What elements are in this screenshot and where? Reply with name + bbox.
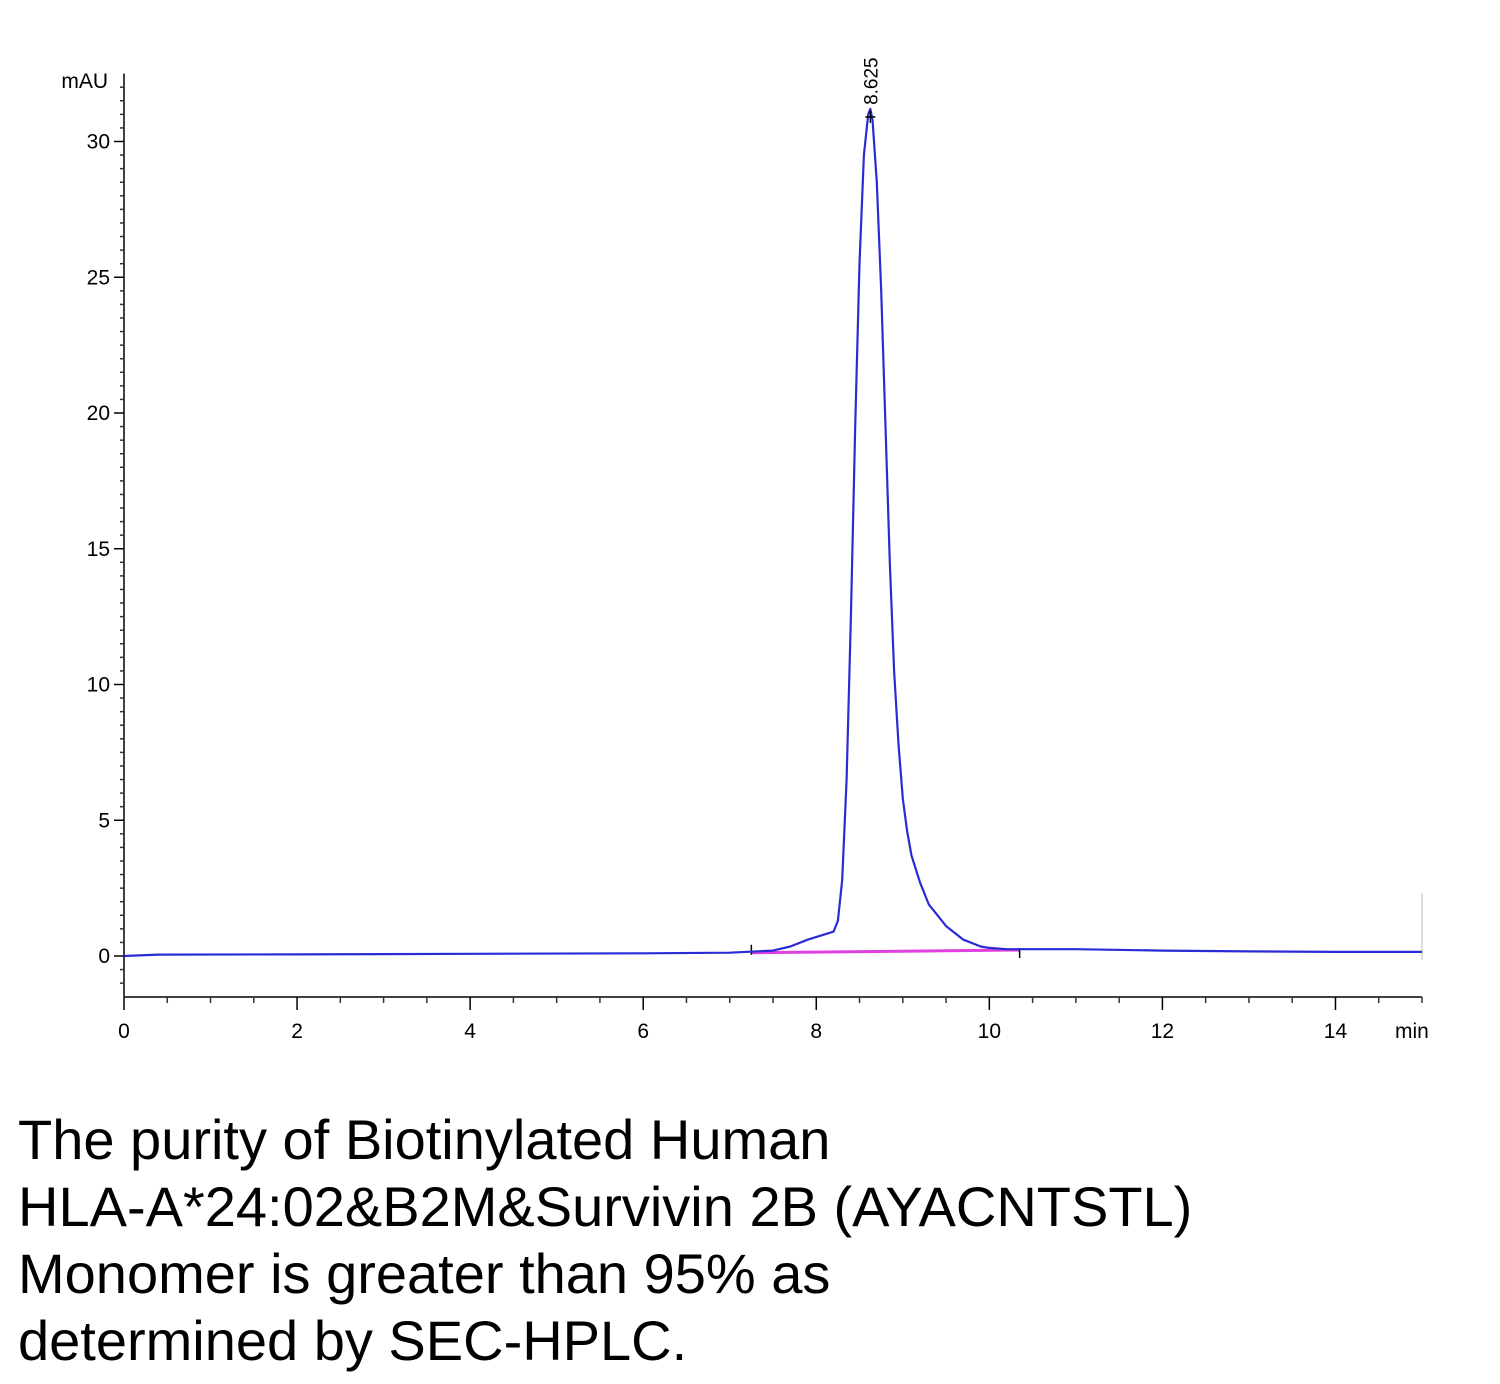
figure-caption: The purity of Biotinylated Human HLA-A*2… [18, 1106, 1478, 1374]
y-tick-label: 0 [98, 945, 110, 968]
x-tick-label: 10 [978, 1020, 1001, 1043]
x-tick-label: 14 [1324, 1020, 1348, 1043]
integration-baseline [751, 948, 1020, 955]
y-tick-label: 5 [98, 809, 110, 832]
plot-area: 8.625 [123, 57, 1423, 960]
x-axis: 0 2 4 6 8 10 12 14 [118, 996, 1423, 1043]
x-tick-label: 4 [464, 1020, 476, 1043]
caption-line-3: Monomer is greater than 95% as [18, 1242, 831, 1305]
caption-line-1: The purity of Biotinylated Human [18, 1108, 831, 1171]
x-axis-unit-label: min [1395, 1020, 1429, 1043]
x-tick-label: 12 [1151, 1020, 1174, 1043]
chromatogram-chart: 0 5 10 15 20 25 30 0 2 4 6 8 10 12 14 8.625 mAU min [61, 57, 1429, 1043]
y-axis: 0 5 10 15 20 25 30 [87, 73, 125, 997]
caption-line-4: determined by SEC-HPLC. [18, 1309, 688, 1372]
x-tick-label: 0 [118, 1020, 130, 1043]
y-tick-label: 15 [87, 538, 110, 561]
x-tick-label: 2 [291, 1020, 303, 1043]
x-tick-label: 6 [637, 1020, 649, 1043]
x-tick-label: 8 [810, 1020, 822, 1043]
y-tick-label: 30 [87, 131, 110, 154]
caption-line-2: HLA-A*24:02&B2M&Survivin 2B (AYACNTSTL) [18, 1175, 1193, 1238]
peak-retention-label: 8.625 [861, 57, 882, 105]
y-axis-unit-label: mAU [61, 70, 108, 93]
series-line-0 [123, 107, 1422, 958]
y-tick-label: 20 [87, 402, 110, 425]
y-tick-label: 25 [87, 266, 110, 289]
y-tick-label: 10 [87, 674, 110, 697]
